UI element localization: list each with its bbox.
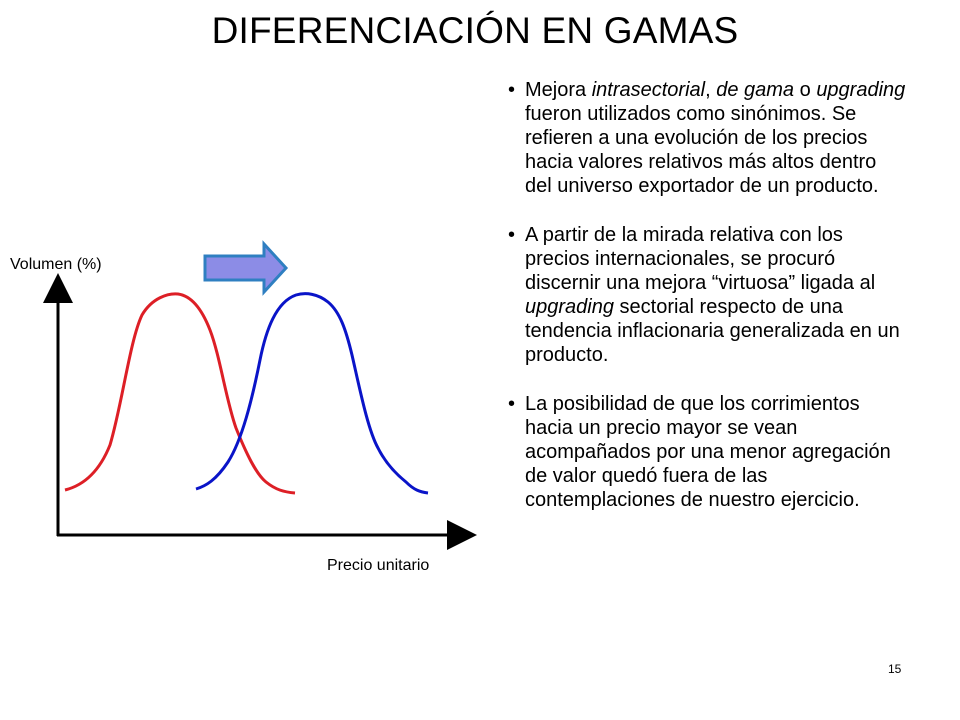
bullet-text: , — [705, 79, 717, 101]
red-curve — [64, 292, 296, 495]
bullet-text-italic: upgrading — [816, 79, 906, 101]
y-axis-label: Volumen (%) — [10, 256, 102, 273]
bullet-text-italic: de gama — [716, 79, 795, 101]
bullet-item: La posibilidad de que los corrimientos h… — [508, 392, 908, 512]
x-axis-label: Precio unitario — [327, 557, 430, 574]
bullet-text: o — [794, 79, 817, 101]
price-range-diagram — [43, 240, 477, 550]
bullet-list: Mejora intrasectorial, de gama o upgradi… — [508, 78, 908, 537]
page-number: 15 — [888, 662, 902, 676]
bullet-text: Mejora — [525, 79, 592, 101]
bullet-item: A partir de la mirada relativa con los p… — [508, 223, 908, 367]
bullet-text: La posibilidad de que los corrimientos h… — [525, 393, 891, 511]
bullet-text-italic: intrasectorial — [591, 79, 706, 101]
slide-title: DIFERENCIACIÓN EN GAMAS — [211, 10, 739, 51]
bullet-item: Mejora intrasectorial, de gama o upgradi… — [508, 78, 908, 198]
blue-curve — [195, 292, 429, 495]
bullet-text: fueron utilizados como sinónimos. Se ref… — [525, 103, 879, 197]
shift-right-arrow — [203, 240, 289, 296]
bullet-text: sectorial respecto de una tendencia infl… — [525, 296, 900, 366]
bullet-text: A partir de la mirada relativa con los p… — [525, 224, 876, 294]
bullet-text-italic: upgrading — [525, 296, 614, 318]
